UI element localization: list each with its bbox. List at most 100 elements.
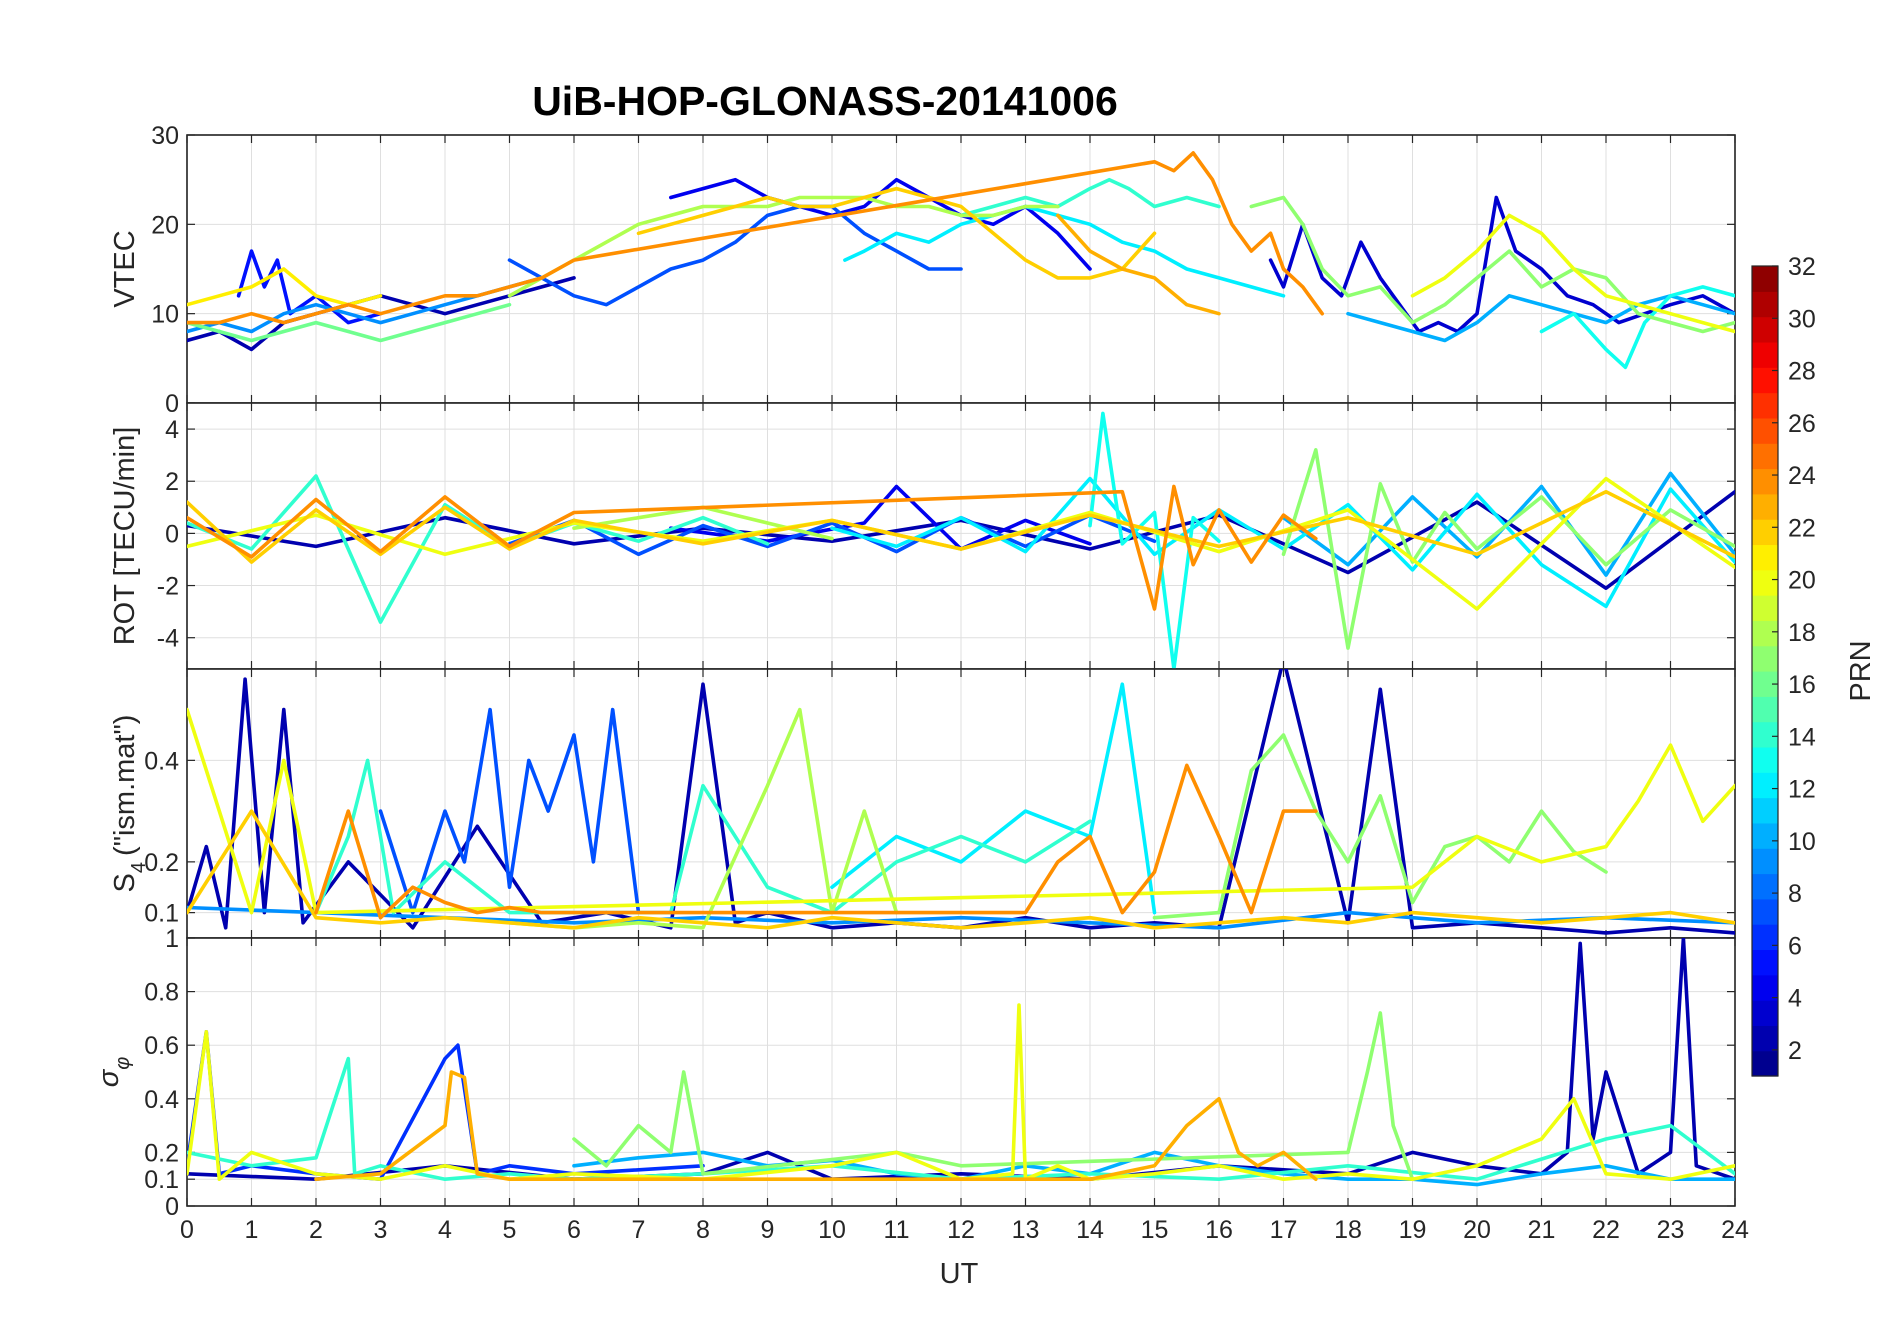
colorbar-swatch — [1752, 797, 1778, 824]
colorbar-tick-label: 32 — [1788, 253, 1816, 281]
x-tick-label: 10 — [818, 1216, 846, 1244]
colorbar-swatch — [1752, 746, 1778, 773]
colorbar-label: PRN — [1845, 640, 1877, 701]
trace-prn-17 — [1281, 448, 1735, 650]
x-axis-label: UT — [940, 1258, 979, 1290]
y-tick-label: 0.8 — [144, 979, 179, 1007]
x-tick-label: 18 — [1334, 1216, 1362, 1244]
colorbar-swatch — [1752, 291, 1778, 318]
y-tick-label: 0 — [165, 520, 179, 548]
y-tick-label: 10 — [151, 301, 179, 329]
x-tick-label: 1 — [245, 1216, 259, 1244]
x-tick-label: 2 — [309, 1216, 323, 1244]
y-tick-label: 0.1 — [144, 1166, 179, 1194]
y-tick-label: 2 — [165, 468, 179, 496]
x-tick-label: 7 — [632, 1216, 646, 1244]
y-tick-label: -2 — [157, 573, 179, 601]
y-tick-label: -4 — [157, 625, 179, 653]
colorbar-swatch — [1752, 392, 1778, 419]
x-tick-label: 11 — [884, 1216, 910, 1244]
trace-prn-17 — [1152, 733, 1608, 920]
colorbar-tick-label: 28 — [1788, 358, 1816, 386]
colorbar-tick-label: 16 — [1788, 671, 1816, 699]
trace-prn-20 — [1410, 213, 1735, 334]
trace-prn-24 — [187, 151, 1324, 325]
x-tick-label: 16 — [1205, 1216, 1233, 1244]
trace-prn-24 — [187, 484, 1318, 611]
trace-prn-4 — [668, 484, 1092, 551]
x-tick-label: 14 — [1076, 1216, 1104, 1244]
colorbar-tick-label: 14 — [1788, 723, 1816, 751]
trace-prn-13 — [1088, 411, 1221, 669]
trace-prn-16 — [187, 302, 512, 343]
colorbar-swatch — [1752, 822, 1778, 849]
colorbar-swatch — [1752, 544, 1778, 571]
traces-s4 — [187, 669, 1735, 935]
x-tick-label: 12 — [947, 1216, 975, 1244]
trace-prn-22 — [636, 186, 1157, 280]
panel-sigma: 00.10.2 0.4 0.6 0.8 1 σφ — [93, 925, 1736, 1221]
trace-prn-7 — [507, 204, 963, 307]
x-tick-label: 24 — [1721, 1216, 1749, 1244]
colorbar-swatch — [1752, 696, 1778, 723]
y-axis-label: S4("ism.mat") — [109, 715, 150, 893]
trace-prn-13 — [1539, 285, 1735, 370]
trace-prn-22 — [187, 809, 1735, 930]
x-tick-label: 6 — [567, 1216, 581, 1244]
colorbar-tick-label: 4 — [1788, 985, 1802, 1013]
colorbar-swatch — [1752, 493, 1778, 520]
y-axis-label: σφ — [93, 1057, 134, 1088]
x-tick-label: 3 — [374, 1216, 388, 1244]
panel-s4: 0.1 0.2 0.4S4("ism.mat") — [109, 668, 1736, 939]
y-tick-label: 0.1 — [144, 900, 179, 928]
chart-title: UiB-HOP-GLONASS-20141006 — [532, 78, 1118, 124]
trace-prn-7 — [378, 707, 641, 915]
traces-sigma — [187, 938, 1735, 1187]
y-tick-label: 0.4 — [144, 1086, 179, 1114]
colorbar-swatch — [1752, 898, 1778, 925]
colorbar-tick-label: 24 — [1788, 462, 1816, 490]
colorbar-swatch — [1752, 341, 1778, 368]
panel-vtec: 0 10 20 30 VTEC — [109, 122, 1736, 418]
colorbar-tick-label: 6 — [1788, 932, 1802, 960]
colorbar-swatch — [1752, 873, 1778, 900]
colorbar-tick-label: 12 — [1788, 776, 1816, 804]
colorbar-swatch — [1752, 1050, 1778, 1077]
x-tick-label: 22 — [1592, 1216, 1620, 1244]
colorbar-swatch — [1752, 974, 1778, 1001]
y-tick-label: 0.6 — [144, 1032, 179, 1060]
x-tick-label: 23 — [1657, 1216, 1685, 1244]
trace-prn-22 — [187, 489, 1735, 564]
colorbar-swatch — [1752, 519, 1778, 546]
colorbar-swatch — [1752, 848, 1778, 875]
colorbar-tick-label: 2 — [1788, 1037, 1802, 1065]
trace-prn-14 — [959, 177, 1221, 218]
trace-prn-5 — [236, 249, 383, 325]
panel-border — [186, 937, 1736, 1207]
colorbar-swatch — [1752, 620, 1778, 647]
colorbar-swatch — [1752, 569, 1778, 596]
colorbar-swatch — [1752, 266, 1778, 292]
y-tick-label: 0.2 — [144, 1139, 179, 1167]
colorbar-swatch — [1752, 367, 1778, 394]
x-tick-label: 19 — [1399, 1216, 1427, 1244]
x-tick-label: 8 — [696, 1216, 710, 1244]
colorbar-tick-label: 22 — [1788, 514, 1816, 542]
trace-prn-23 — [314, 1070, 1318, 1181]
x-tick-label: 0 — [180, 1216, 194, 1244]
colorbar-swatch — [1752, 1025, 1778, 1052]
trace-prn-7 — [507, 513, 1157, 557]
traces-vtec — [187, 151, 1735, 370]
trace-prn-12 — [830, 682, 1157, 915]
y-tick-label: 1 — [165, 925, 179, 953]
colorbar-tick-label: 30 — [1788, 305, 1816, 333]
trace-prn-24 — [314, 763, 1318, 920]
y-tick-label: 0.4 — [144, 747, 179, 775]
y-axis-label: ROT [TECU/min] — [109, 427, 141, 646]
colorbar-frame — [1751, 265, 1779, 1077]
trace-prn-14 — [314, 758, 1092, 915]
colorbar-swatch — [1752, 417, 1778, 444]
colorbar-swatch — [1752, 949, 1778, 976]
